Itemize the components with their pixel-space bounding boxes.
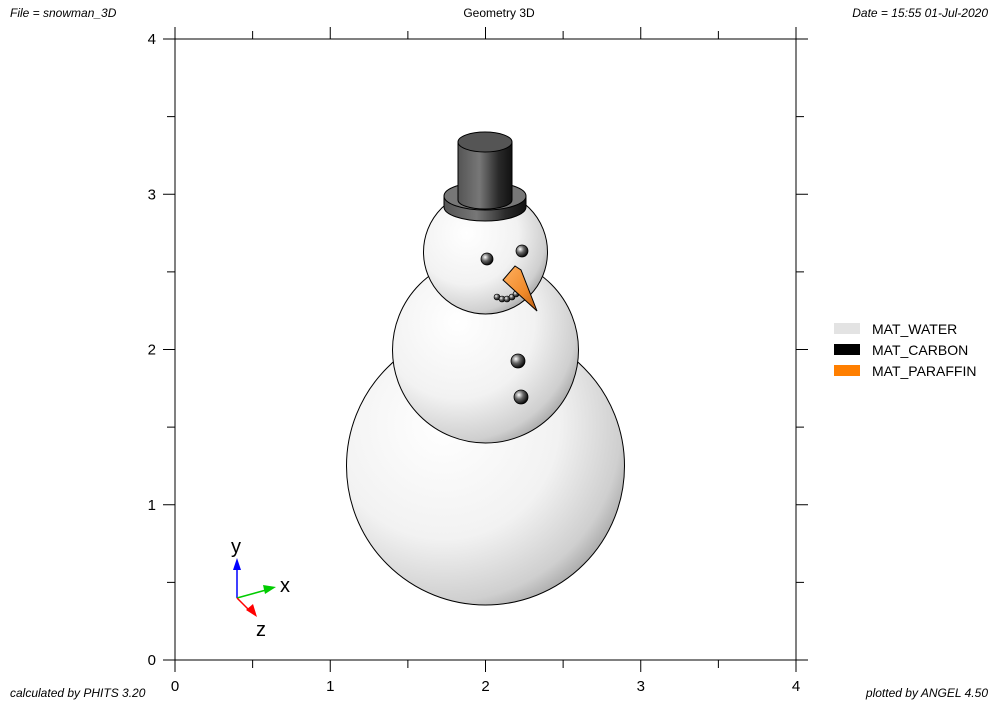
plot-title: Geometry 3D (463, 6, 535, 20)
eye-left (480, 252, 494, 266)
mouth (493, 290, 520, 303)
triad-y-label: y (231, 536, 241, 558)
legend-item-water: MAT_WATER (834, 318, 977, 339)
legend: MAT_WATER MAT_CARBON MAT_PARAFFIN (834, 318, 977, 381)
tick-labels: 0 1 2 3 4 0 1 2 3 4 (148, 31, 801, 695)
plotted-by: plotted by ANGEL 4.50 (865, 686, 988, 700)
legend-swatch-water (834, 323, 860, 334)
button-upper (510, 353, 526, 369)
legend-label-paraffin: MAT_PARAFFIN (872, 362, 977, 379)
legend-label-water: MAT_WATER (872, 320, 958, 337)
y-tick-label: 1 (148, 497, 156, 514)
calculated-by: calculated by PHITS 3.20 (10, 686, 146, 700)
y-tick-label: 0 (148, 652, 156, 669)
carrot-nose (502, 265, 538, 312)
axis-ticks (163, 27, 808, 672)
eye-right (515, 244, 529, 258)
x-tick-label: 0 (171, 678, 179, 695)
legend-item-carbon: MAT_CARBON (834, 339, 977, 360)
triad-x-label: x (280, 575, 290, 597)
button-lower (513, 389, 529, 405)
legend-label-carbon: MAT_CARBON (872, 341, 969, 358)
triad-z-label: z (256, 619, 266, 641)
legend-item-paraffin: MAT_PARAFFIN (834, 360, 977, 381)
axis-triad: y x z (231, 536, 290, 641)
top-hat (443, 131, 527, 222)
y-tick-label: 3 (148, 186, 156, 203)
y-tick-label: 4 (148, 31, 156, 48)
legend-swatch-carbon (834, 344, 860, 355)
date-stamp: Date = 15:55 01-Jul-2020 (852, 6, 988, 20)
x-tick-label: 3 (637, 678, 645, 695)
x-tick-label: 4 (792, 678, 800, 695)
y-tick-label: 2 (148, 342, 156, 359)
x-tick-label: 1 (326, 678, 334, 695)
x-tick-label: 2 (481, 678, 489, 695)
file-name: File = snowman_3D (10, 6, 117, 20)
legend-swatch-paraffin (834, 365, 860, 376)
